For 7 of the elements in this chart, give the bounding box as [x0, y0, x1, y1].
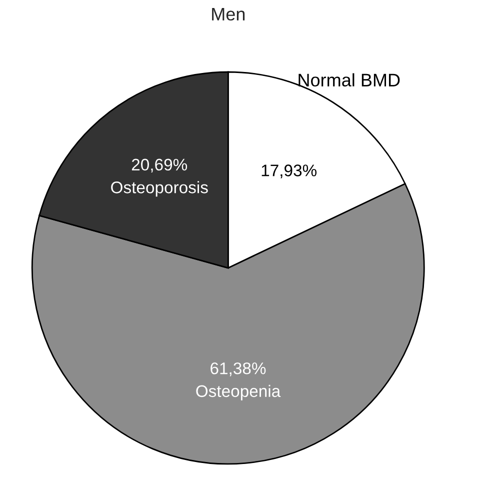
data-label: 61,38% — [210, 362, 266, 376]
slice-label: Osteopenia — [196, 384, 281, 400]
data-label: 17,93% — [262, 164, 317, 178]
slice-label: Normal BMD — [298, 73, 400, 86]
data-label: 20,69% — [132, 158, 188, 173]
chart-title: Men — [212, 8, 245, 21]
slice-label: Osteoporosis — [111, 181, 208, 197]
